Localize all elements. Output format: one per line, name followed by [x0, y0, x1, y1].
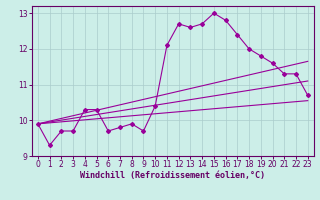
X-axis label: Windchill (Refroidissement éolien,°C): Windchill (Refroidissement éolien,°C) [80, 171, 265, 180]
